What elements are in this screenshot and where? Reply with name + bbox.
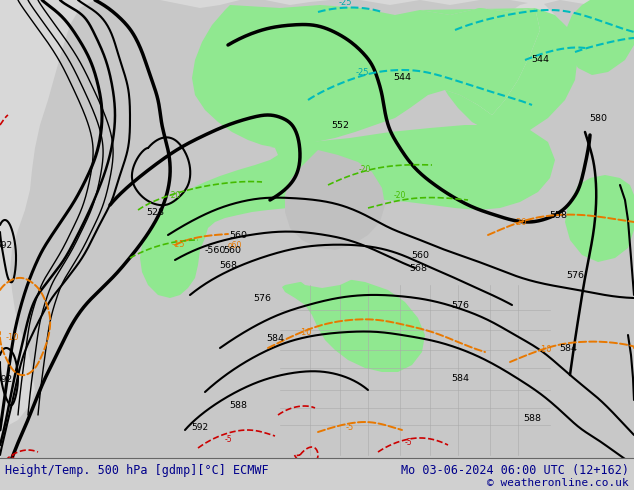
Text: -5: -5 <box>404 438 412 447</box>
Text: -5: -5 <box>224 435 232 444</box>
Text: -10: -10 <box>5 333 19 342</box>
Text: 588: 588 <box>523 414 541 422</box>
Text: 576: 576 <box>253 294 271 302</box>
Text: 558: 558 <box>549 211 567 220</box>
Text: -20: -20 <box>169 191 181 200</box>
Polygon shape <box>192 5 540 148</box>
Polygon shape <box>470 0 572 130</box>
Text: 544: 544 <box>393 74 411 82</box>
Polygon shape <box>290 248 360 288</box>
Text: 568: 568 <box>409 264 427 272</box>
Polygon shape <box>285 150 385 250</box>
Text: © weatheronline.co.uk: © weatheronline.co.uk <box>488 478 629 488</box>
Text: -20: -20 <box>514 218 527 227</box>
Text: 592: 592 <box>0 241 13 250</box>
Polygon shape <box>565 0 634 75</box>
Text: 592: 592 <box>191 423 209 432</box>
Text: 584: 584 <box>559 343 577 352</box>
Text: 580: 580 <box>589 114 607 122</box>
Text: -10: -10 <box>538 345 552 354</box>
Text: -5: -5 <box>8 455 16 464</box>
Text: 560: 560 <box>229 230 247 240</box>
Text: 576: 576 <box>566 270 584 279</box>
Text: -25: -25 <box>339 0 352 7</box>
Text: 528: 528 <box>146 207 164 217</box>
Text: 584: 584 <box>451 373 469 383</box>
Polygon shape <box>420 8 578 135</box>
Text: Height/Temp. 500 hPa [gdmp][°C] ECMWF: Height/Temp. 500 hPa [gdmp][°C] ECMWF <box>5 464 269 477</box>
Polygon shape <box>0 100 15 490</box>
Text: o60: o60 <box>228 241 242 250</box>
Text: 544: 544 <box>531 55 549 65</box>
Text: -10: -10 <box>298 328 312 337</box>
Text: 584: 584 <box>266 334 284 343</box>
Text: 568: 568 <box>219 261 237 270</box>
Polygon shape <box>282 278 425 372</box>
Text: 552: 552 <box>331 121 349 129</box>
Text: -560: -560 <box>204 245 226 254</box>
Text: 576: 576 <box>451 300 469 310</box>
Polygon shape <box>140 125 555 298</box>
Text: 560: 560 <box>411 250 429 260</box>
Polygon shape <box>565 175 634 262</box>
Bar <box>0 458 634 490</box>
Text: Mo 03-06-2024 06:00 UTC (12+162): Mo 03-06-2024 06:00 UTC (12+162) <box>401 464 629 477</box>
Text: 588: 588 <box>229 400 247 410</box>
Text: -20: -20 <box>359 165 371 174</box>
Text: -15: -15 <box>171 240 184 249</box>
Text: -20: -20 <box>394 191 406 200</box>
Text: 560: 560 <box>223 245 241 254</box>
Text: 592: 592 <box>0 375 13 384</box>
Text: -25: -25 <box>355 68 369 77</box>
Text: -5: -5 <box>346 423 354 432</box>
